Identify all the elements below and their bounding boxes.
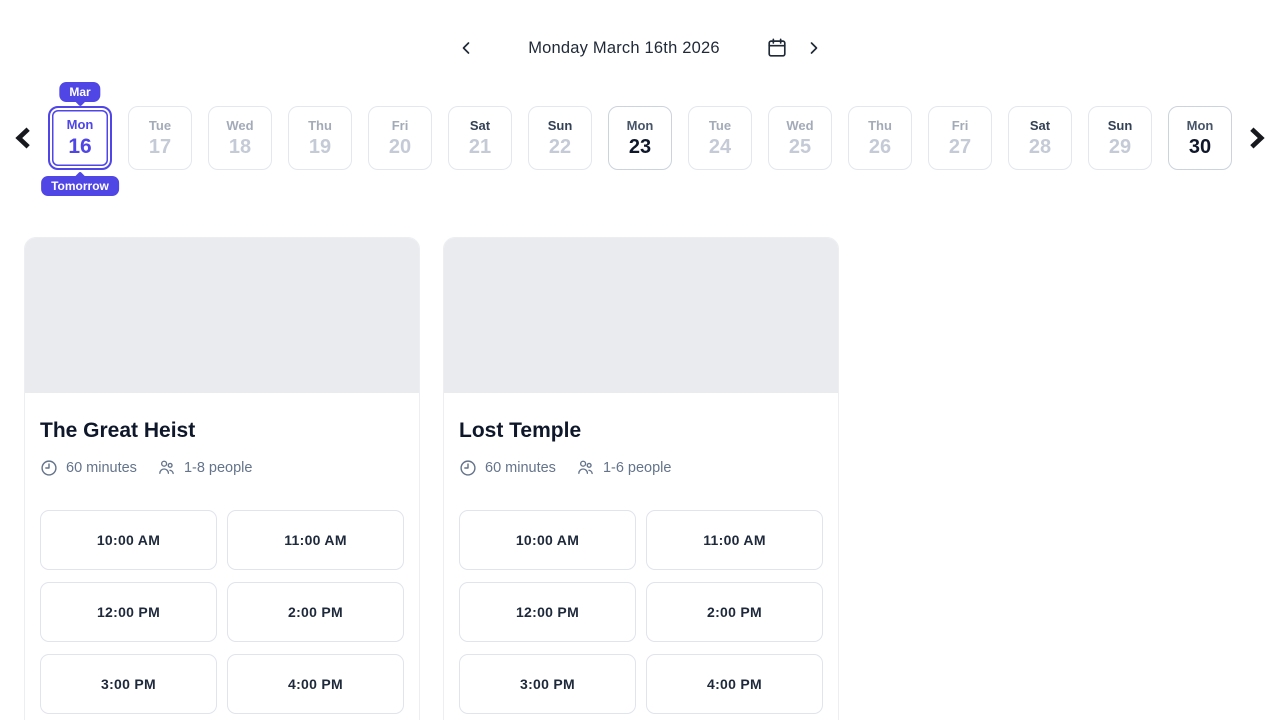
room-image — [25, 238, 419, 393]
day-number: 20 — [388, 135, 412, 158]
date-strip-days: Mar Mon 16 Tomorrow Mar Tue 17 Tomorrow … — [37, 82, 1243, 196]
day-label: Thu — [308, 117, 332, 133]
calendar-icon — [766, 37, 788, 59]
room-card: Lost Temple 60 minutes — [443, 237, 839, 720]
day-cell[interactable]: Mar Sat 21 Tomorrow — [448, 106, 512, 170]
time-slot-button[interactable]: 10:00 AM — [459, 510, 636, 570]
day-cell[interactable]: Mar Fri 20 Tomorrow — [368, 106, 432, 170]
day-cell[interactable]: Mar Wed 25 Tomorrow — [768, 106, 832, 170]
time-slot-button[interactable]: 12:00 PM — [459, 582, 636, 642]
date-header: Monday March 16th 2026 — [0, 36, 1280, 60]
capacity-meta: 1-6 people — [576, 458, 672, 477]
time-slot-button[interactable]: 11:00 AM — [227, 510, 404, 570]
day-label: Sat — [469, 117, 491, 133]
room-title: Lost Temple — [459, 419, 582, 442]
room-card: The Great Heist 60 minutes — [24, 237, 420, 720]
month-badge: Mar — [59, 82, 101, 102]
chevron-right-icon — [804, 38, 824, 58]
day-label: Wed — [786, 117, 814, 133]
day-label: Sun — [1107, 117, 1133, 133]
duration-meta: 60 minutes — [459, 459, 556, 477]
day-number: 18 — [228, 135, 252, 158]
day-number: 17 — [148, 135, 172, 158]
day-cell[interactable]: Mar Sat 28 Tomorrow — [1008, 106, 1072, 170]
scroll-dates-right-button[interactable] — [1243, 124, 1268, 152]
day-cell[interactable]: Mar Mon 23 Tomorrow — [608, 106, 672, 170]
bold-chevron-left-icon — [12, 124, 37, 152]
day-label: Mon — [1186, 117, 1214, 133]
day-number: 19 — [308, 135, 332, 158]
date-strip: Mar Mon 16 Tomorrow Mar Tue 17 Tomorrow … — [0, 82, 1280, 196]
room-card-body: Lost Temple 60 minutes — [444, 393, 838, 720]
room-title: The Great Heist — [40, 419, 196, 442]
clock-icon — [40, 459, 58, 477]
bold-chevron-right-icon — [1243, 124, 1268, 152]
calendar-button[interactable] — [766, 37, 788, 59]
time-slot-button[interactable]: 3:00 PM — [459, 654, 636, 714]
room-card-body: The Great Heist 60 minutes — [25, 393, 419, 720]
time-slot-button[interactable]: 4:00 PM — [646, 654, 823, 714]
current-date-label: Monday March 16th 2026 — [528, 38, 720, 57]
room-image — [444, 238, 838, 393]
chevron-left-icon — [456, 38, 476, 58]
day-number: 25 — [788, 135, 812, 158]
day-label: Thu — [868, 117, 892, 133]
tomorrow-badge: Tomorrow — [41, 176, 119, 196]
clock-icon — [459, 459, 477, 477]
time-slot-button[interactable]: 4:00 PM — [227, 654, 404, 714]
day-number: 28 — [1028, 135, 1052, 158]
day-number: 26 — [868, 135, 892, 158]
people-icon — [157, 458, 176, 477]
day-number: 29 — [1108, 135, 1132, 158]
day-label: Tue — [708, 117, 732, 133]
people-icon — [576, 458, 595, 477]
day-label: Fri — [391, 117, 409, 133]
capacity-label: 1-6 people — [602, 459, 672, 476]
time-slot-button[interactable]: 10:00 AM — [40, 510, 217, 570]
day-label: Fri — [951, 117, 969, 133]
room-card-list: The Great Heist 60 minutes — [0, 237, 1280, 720]
day-number: 30 — [1188, 135, 1212, 158]
day-number: 21 — [468, 135, 492, 158]
day-cell[interactable]: Mar Fri 27 Tomorrow — [928, 106, 992, 170]
time-slot-grid: 10:00 AM 11:00 AM 12:00 PM 2:00 PM 3:00 PM 4:… — [40, 510, 404, 714]
day-cell[interactable]: Mar Tue 24 Tomorrow — [688, 106, 752, 170]
day-number: 23 — [628, 135, 652, 158]
scroll-dates-left-button[interactable] — [12, 124, 37, 152]
day-label: Tue — [148, 117, 172, 133]
time-slot-button[interactable]: 12:00 PM — [40, 582, 217, 642]
room-meta: 60 minutes 1-6 people — [459, 458, 823, 477]
day-cell[interactable]: Mar Wed 18 Tomorrow — [208, 106, 272, 170]
time-slot-button[interactable]: 2:00 PM — [227, 582, 404, 642]
day-cell[interactable]: Mar Mon 16 Tomorrow — [41, 82, 119, 196]
time-slot-button[interactable]: 11:00 AM — [646, 510, 823, 570]
time-slot-button[interactable]: 3:00 PM — [40, 654, 217, 714]
capacity-label: 1-8 people — [183, 459, 253, 476]
day-cell[interactable]: Mar Sun 22 Tomorrow — [528, 106, 592, 170]
duration-label: 60 minutes — [485, 459, 556, 476]
day-label: Sun — [547, 117, 573, 133]
room-meta: 60 minutes 1-8 people — [40, 458, 404, 477]
day-label: Mon — [66, 117, 94, 132]
duration-label: 60 minutes — [66, 459, 137, 476]
duration-meta: 60 minutes — [40, 459, 137, 477]
day-cell[interactable]: Mar Thu 26 Tomorrow — [848, 106, 912, 170]
day-cell[interactable]: Mar Thu 19 Tomorrow — [288, 106, 352, 170]
day-number: 16 — [68, 135, 92, 158]
day-number: 27 — [948, 135, 972, 158]
time-slot-grid: 10:00 AM 11:00 AM 12:00 PM 2:00 PM 3:00 PM 4:… — [459, 510, 823, 714]
day-cell[interactable]: Mar Mon 30 Tomorrow — [1168, 106, 1232, 170]
day-number: 22 — [548, 135, 572, 158]
day-label: Mon — [626, 117, 654, 133]
next-date-button[interactable] — [804, 38, 824, 58]
time-slot-button[interactable]: 2:00 PM — [646, 582, 823, 642]
day-cell[interactable]: Mar Sun 29 Tomorrow — [1088, 106, 1152, 170]
day-label: Wed — [226, 117, 254, 133]
day-number: 24 — [708, 135, 732, 158]
prev-date-button[interactable] — [456, 38, 476, 58]
day-cell[interactable]: Mar Tue 17 Tomorrow — [128, 106, 192, 170]
day-label: Sat — [1029, 117, 1051, 133]
capacity-meta: 1-8 people — [157, 458, 253, 477]
